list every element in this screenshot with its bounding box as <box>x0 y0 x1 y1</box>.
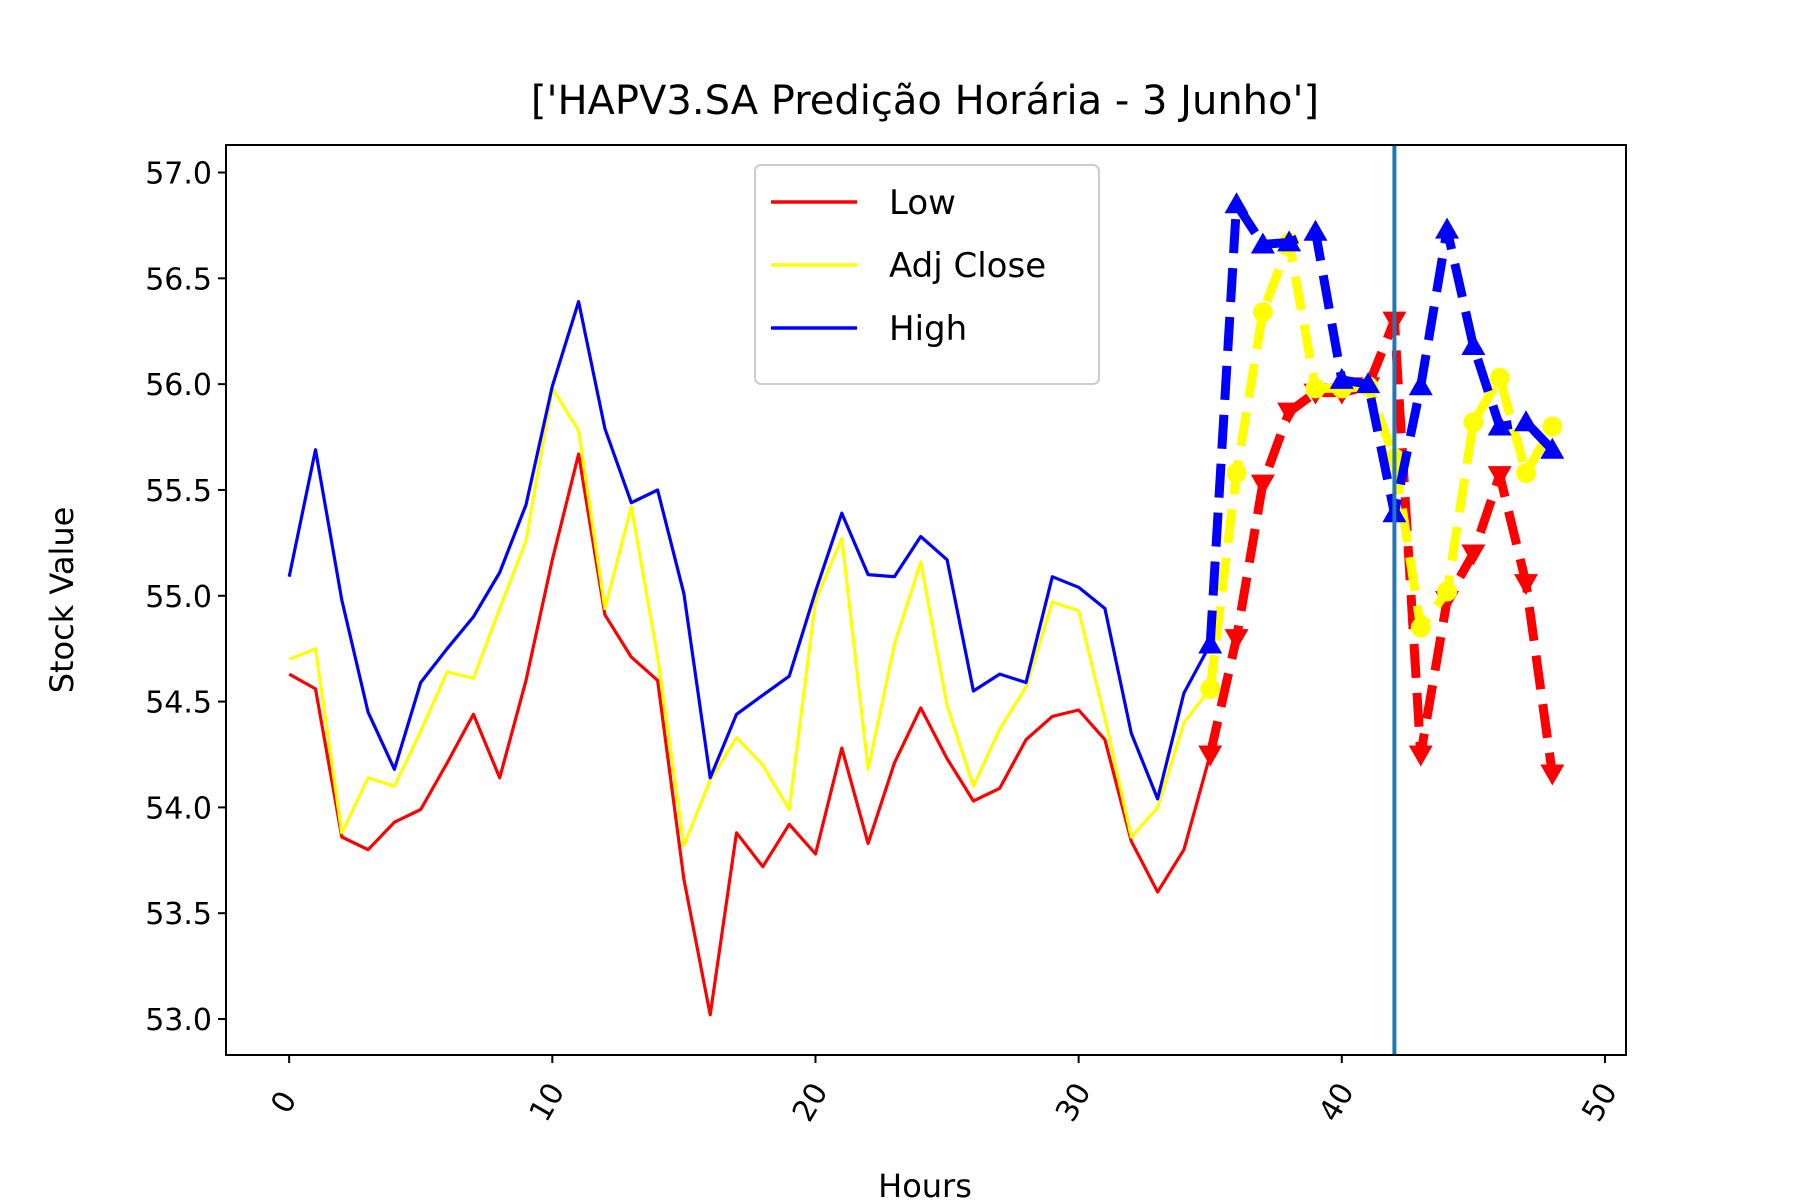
marker-point <box>1487 466 1512 488</box>
x-tick-label: 50 <box>1575 1077 1624 1128</box>
series-line-0 <box>288 452 1212 1017</box>
marker-point <box>1489 367 1510 388</box>
x-axis: 0 10 20 30 40 50 <box>264 1055 1625 1128</box>
marker-point <box>1408 745 1433 767</box>
series-line-2 <box>287 300 1212 801</box>
y-tick-label: 54.5 <box>145 686 212 721</box>
plot-area <box>287 145 1565 1055</box>
y-axis-title: Stock Value <box>43 507 81 694</box>
marker-point <box>1198 632 1223 654</box>
x-axis-title: Hours <box>878 1167 972 1200</box>
x-tick-label: 0 <box>264 1085 304 1119</box>
x-tick-label: 10 <box>523 1077 572 1128</box>
y-tick-label: 55.0 <box>145 580 212 615</box>
axes-frame <box>225 144 1627 1056</box>
x-tick-label: 30 <box>1049 1077 1098 1128</box>
marker-point <box>1542 416 1563 437</box>
y-axis: 53.0 53.5 54.0 54.5 55.0 55.5 56.0 56.5 57.0 <box>145 157 226 1038</box>
series-line-1 <box>288 386 1212 848</box>
marker-point <box>1198 745 1223 767</box>
marker-point <box>1250 474 1275 496</box>
marker-point <box>1226 463 1247 484</box>
legend: Low Adj Close High <box>754 164 1100 385</box>
marker-point <box>1540 764 1565 786</box>
y-tick-label: 55.5 <box>145 474 212 509</box>
y-tick-label: 54.0 <box>145 791 212 826</box>
marker-point <box>1356 372 1381 394</box>
marker-point <box>1303 219 1328 241</box>
marker-point <box>1516 463 1536 484</box>
y-tick-label: 57.0 <box>145 157 212 192</box>
legend-label: High <box>889 309 967 349</box>
marker-point <box>1435 217 1460 239</box>
marker-point <box>1461 544 1486 566</box>
x-tick-label: 40 <box>1312 1077 1361 1128</box>
y-tick-label: 56.5 <box>145 262 212 297</box>
series-group <box>287 192 1565 1017</box>
marker-point <box>1224 192 1249 214</box>
marker-point <box>1277 230 1302 252</box>
prediction-line-4 <box>1205 237 1557 690</box>
marker-point <box>1408 374 1433 396</box>
marker-point <box>1487 414 1512 436</box>
y-tick-label: 53.5 <box>145 897 212 932</box>
x-tick-label: 20 <box>786 1077 835 1128</box>
marker-point <box>1224 629 1249 651</box>
marker-point <box>1329 367 1354 389</box>
y-tick-label: 53.0 <box>145 1003 212 1038</box>
marker-point <box>1250 232 1275 254</box>
marker-point <box>1277 402 1302 424</box>
y-tick-label: 56.0 <box>145 368 212 403</box>
marker-point <box>1200 678 1221 699</box>
legend-label: Adj Close <box>889 246 1046 286</box>
chart-title: ['HAPV3.SA Predição Horária - 3 Junho'] <box>531 78 1319 124</box>
marker-point <box>1463 412 1484 433</box>
marker-point <box>1437 581 1458 602</box>
marker-point <box>1252 302 1273 323</box>
prediction-line-3 <box>1205 316 1557 775</box>
legend-label: Low <box>889 183 956 223</box>
marker-point <box>1540 437 1565 459</box>
marker-point <box>1305 378 1326 399</box>
marker-point <box>1514 574 1538 596</box>
marker-point <box>1461 334 1486 356</box>
marker-point <box>1410 617 1431 638</box>
marker-point <box>1514 410 1538 432</box>
